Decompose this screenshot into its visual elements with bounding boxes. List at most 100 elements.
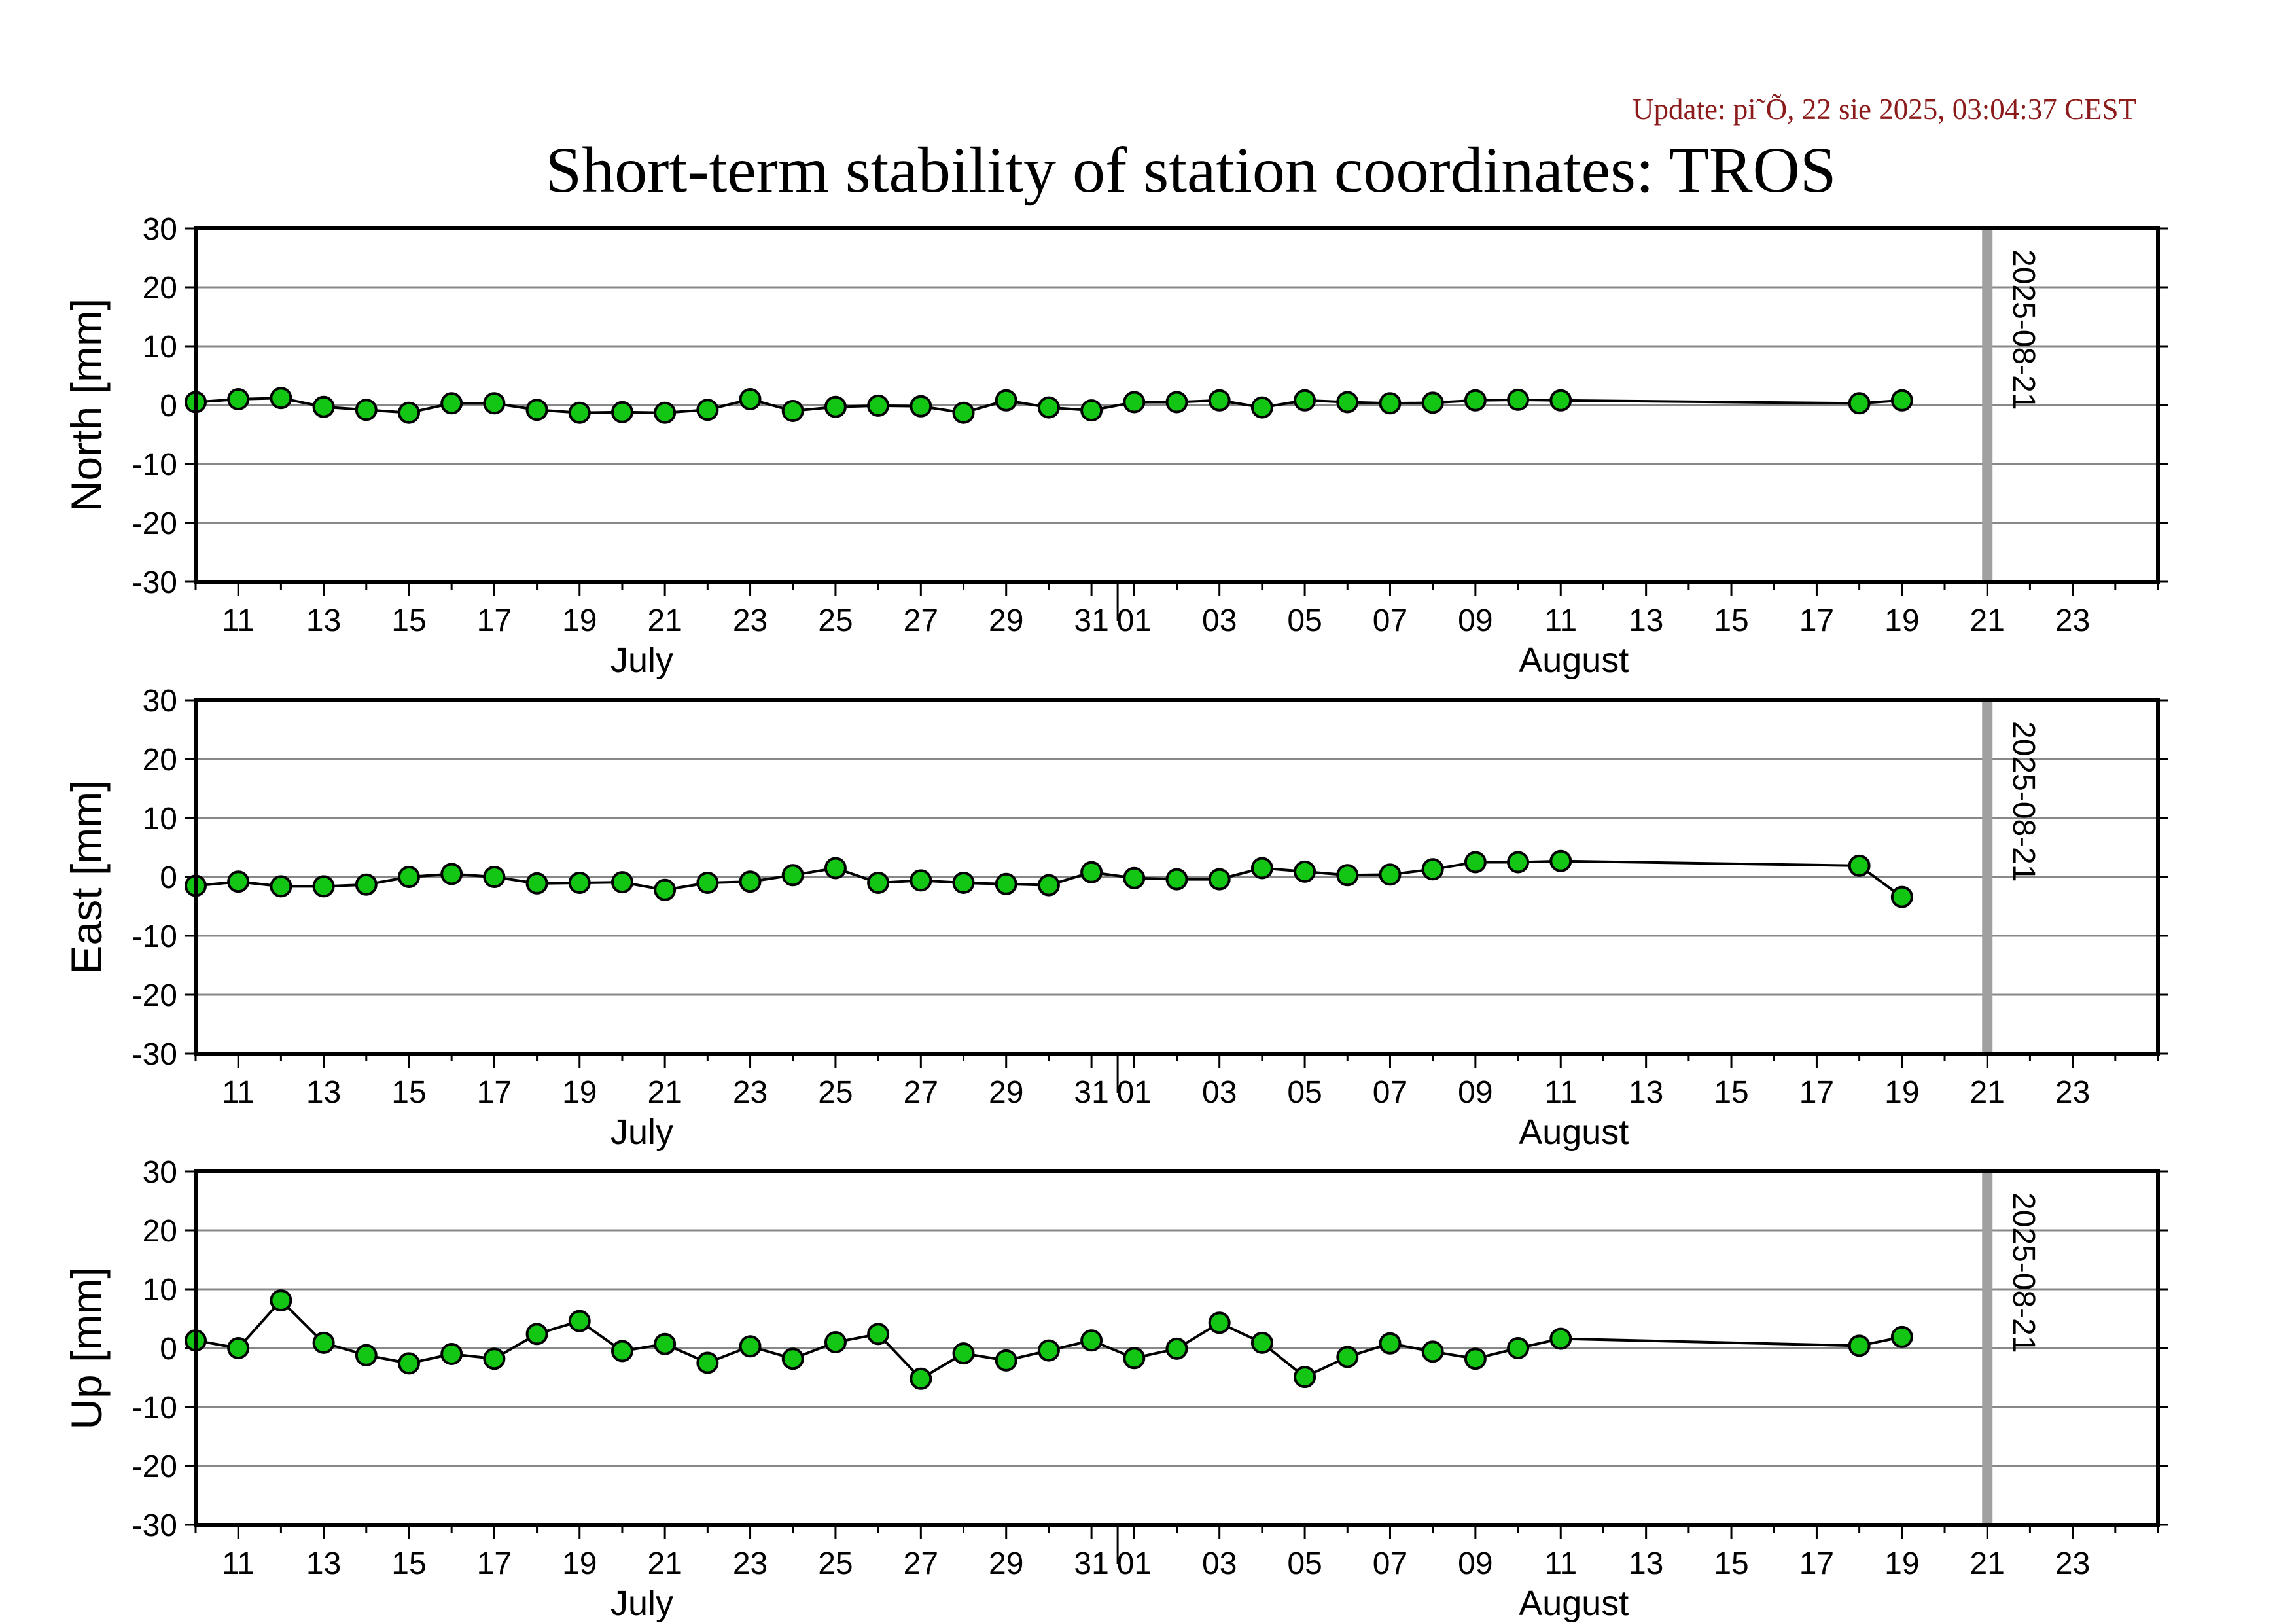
y-tick-label: -30 bbox=[132, 1037, 177, 1072]
x-tick-label: 03 bbox=[1202, 1546, 1237, 1581]
month-label: August bbox=[1519, 1584, 1629, 1623]
data-point bbox=[1549, 389, 1572, 412]
y-axis-label: North [mm] bbox=[62, 298, 111, 512]
x-tick-label: 11 bbox=[1544, 1075, 1577, 1110]
x-tick-label: 23 bbox=[2055, 1075, 2090, 1110]
data-point bbox=[739, 388, 762, 410]
data-point bbox=[1080, 399, 1103, 422]
x-tick-label: 15 bbox=[391, 1546, 426, 1581]
x-tick-label: 17 bbox=[1799, 1546, 1834, 1581]
y-tick-label: 0 bbox=[160, 389, 177, 423]
x-tick-label: 29 bbox=[989, 1075, 1023, 1110]
x-tick-label: 11 bbox=[222, 1546, 255, 1581]
data-point bbox=[440, 863, 463, 885]
data-point bbox=[654, 878, 677, 901]
x-tick-label: 27 bbox=[904, 1075, 938, 1110]
data-point bbox=[270, 1289, 292, 1312]
y-tick-label: 10 bbox=[143, 802, 177, 836]
x-tick-label: 15 bbox=[1714, 1075, 1748, 1110]
x-tick-label: 23 bbox=[733, 1546, 768, 1581]
x-tick-label: 09 bbox=[1458, 1075, 1492, 1110]
data-point bbox=[1507, 1337, 1530, 1359]
data-point bbox=[1123, 866, 1146, 889]
data-point bbox=[1549, 849, 1572, 872]
data-point bbox=[1421, 858, 1444, 881]
data-point bbox=[824, 1331, 847, 1353]
data-point bbox=[654, 1332, 677, 1355]
x-tick-label: 17 bbox=[1799, 1075, 1834, 1110]
y-tick-label: 20 bbox=[143, 271, 177, 306]
data-point bbox=[483, 392, 506, 415]
data-point bbox=[867, 872, 890, 894]
plot-frame bbox=[194, 1169, 2160, 1527]
data-point bbox=[568, 401, 591, 424]
x-tick-label: 31 bbox=[1074, 1075, 1108, 1110]
y-tick-label: 20 bbox=[143, 1214, 177, 1249]
data-point bbox=[952, 872, 975, 894]
x-tick-label: 15 bbox=[1714, 603, 1748, 638]
data-point bbox=[1336, 1346, 1359, 1368]
data-point bbox=[227, 388, 250, 410]
data-point bbox=[696, 872, 719, 894]
data-point bbox=[270, 875, 292, 898]
x-tick-label: 09 bbox=[1458, 1546, 1492, 1581]
data-point bbox=[654, 401, 677, 424]
data-point bbox=[1123, 1347, 1146, 1370]
x-tick-label: 03 bbox=[1202, 1075, 1237, 1110]
x-tick-label: 17 bbox=[477, 1546, 512, 1581]
panel-north: 30 20 10 0 -10 -20 -30 2025-08-21 11 13 15 17 19 21 23… bbox=[62, 212, 2168, 680]
panel-up: 30 20 10 0 -10 -20 -30 2025-08-21 11 13 15 17 19 21 23… bbox=[62, 1155, 2168, 1623]
plot-frame bbox=[194, 226, 2160, 584]
data-point bbox=[610, 871, 633, 894]
data-point bbox=[1464, 851, 1487, 874]
data-point bbox=[440, 392, 463, 415]
data-point bbox=[568, 872, 591, 894]
x-tick-label: 05 bbox=[1287, 1546, 1322, 1581]
x-tick-label: 13 bbox=[306, 1546, 341, 1581]
data-point bbox=[610, 1340, 633, 1363]
data-point bbox=[1379, 392, 1402, 415]
data-point bbox=[1379, 863, 1402, 886]
x-tick-label: 19 bbox=[1884, 1075, 1919, 1110]
data-point bbox=[1421, 391, 1444, 414]
data-point bbox=[995, 389, 1017, 412]
data-point bbox=[227, 1337, 250, 1359]
data-point bbox=[1080, 861, 1103, 883]
data-point bbox=[1080, 1329, 1103, 1352]
y-tick-label: -30 bbox=[132, 565, 177, 600]
chart-title: Short-term stability of station coordina… bbox=[546, 134, 1837, 206]
x-tick-label: 07 bbox=[1373, 603, 1407, 638]
x-tick-label: 03 bbox=[1202, 603, 1237, 638]
data-point bbox=[483, 1347, 506, 1370]
data-point bbox=[781, 1347, 804, 1370]
y-tick-label: 10 bbox=[143, 1273, 177, 1308]
data-point bbox=[227, 870, 250, 893]
data-point bbox=[397, 401, 420, 424]
y-tick-label: -30 bbox=[132, 1508, 177, 1543]
y-tick-label: -20 bbox=[132, 1450, 177, 1484]
x-tick-label: 07 bbox=[1373, 1075, 1407, 1110]
x-tick-label: 31 bbox=[1074, 603, 1108, 638]
data-point bbox=[1549, 1327, 1572, 1350]
data-point bbox=[270, 387, 292, 410]
x-tick-label: 21 bbox=[647, 1546, 682, 1581]
y-tick-label: 20 bbox=[143, 743, 177, 777]
x-tick-label: 29 bbox=[989, 603, 1023, 638]
x-tick-label: 01 bbox=[1117, 1075, 1152, 1110]
data-point bbox=[1848, 392, 1871, 415]
x-tick-label: 19 bbox=[562, 603, 597, 638]
data-point bbox=[312, 875, 335, 898]
x-tick-label: 07 bbox=[1373, 1546, 1407, 1581]
date-marker-label: 2025-08-21 bbox=[2006, 249, 2041, 410]
y-axis-label: Up [mm] bbox=[62, 1266, 111, 1429]
x-tick-label: 23 bbox=[2055, 603, 2090, 638]
y-tick-label: -10 bbox=[132, 1391, 177, 1425]
data-point bbox=[525, 399, 548, 421]
data-point bbox=[1037, 874, 1060, 897]
x-tick-label: 05 bbox=[1287, 603, 1322, 638]
y-tick-label: 30 bbox=[143, 684, 177, 719]
data-point bbox=[397, 866, 420, 888]
data-point bbox=[1208, 1311, 1231, 1334]
x-tick-label: 17 bbox=[477, 603, 512, 638]
data-point bbox=[910, 1367, 932, 1390]
